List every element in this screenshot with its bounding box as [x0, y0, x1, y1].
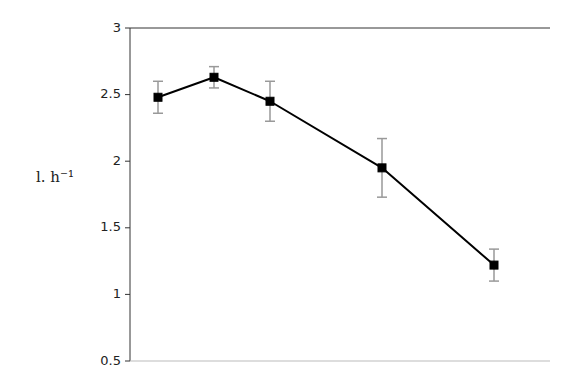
error-bar-cap	[265, 120, 275, 122]
marker	[154, 93, 162, 101]
y-axis-line	[130, 28, 131, 361]
error-bar-cap	[153, 81, 163, 83]
tick	[125, 28, 130, 29]
tick-label: 3	[113, 20, 121, 35]
tick	[125, 227, 130, 228]
plot-area	[153, 67, 499, 281]
tick-label: 2.5	[100, 86, 121, 101]
error-bar-cap	[265, 81, 275, 83]
x-axis-line	[130, 28, 550, 29]
tick-label: 0.5	[100, 353, 121, 368]
error-bar	[377, 139, 387, 198]
tick	[125, 94, 130, 95]
tick	[125, 161, 130, 162]
tick	[125, 361, 130, 362]
chart: 0.5 1 1.5 2 2.5 3 l. h⁻¹	[0, 0, 570, 387]
tick-label: 1.5	[100, 219, 121, 234]
error-bar-cap	[209, 66, 219, 68]
error-bar-cap	[377, 196, 387, 198]
tick-label: 2	[113, 153, 121, 168]
marker	[210, 73, 218, 81]
y-axis-label: l. h⁻¹	[36, 168, 74, 186]
error-bar-cap	[489, 248, 499, 250]
tick	[125, 294, 130, 295]
marker	[266, 97, 274, 105]
line	[158, 77, 494, 265]
marker	[378, 164, 386, 172]
error-bar-cap	[377, 138, 387, 140]
tick-label: 1	[113, 286, 121, 301]
axes: 0.5 1 1.5 2 2.5 3	[100, 20, 550, 368]
error-bar	[153, 81, 163, 113]
error-bar	[489, 249, 499, 281]
error-bar-cap	[489, 280, 499, 282]
error-bar-cap	[209, 87, 219, 89]
x-axis-line	[130, 361, 550, 362]
error-bar-cap	[153, 112, 163, 114]
marker	[490, 261, 498, 269]
error-bar	[265, 81, 275, 121]
error-bar	[209, 67, 219, 88]
